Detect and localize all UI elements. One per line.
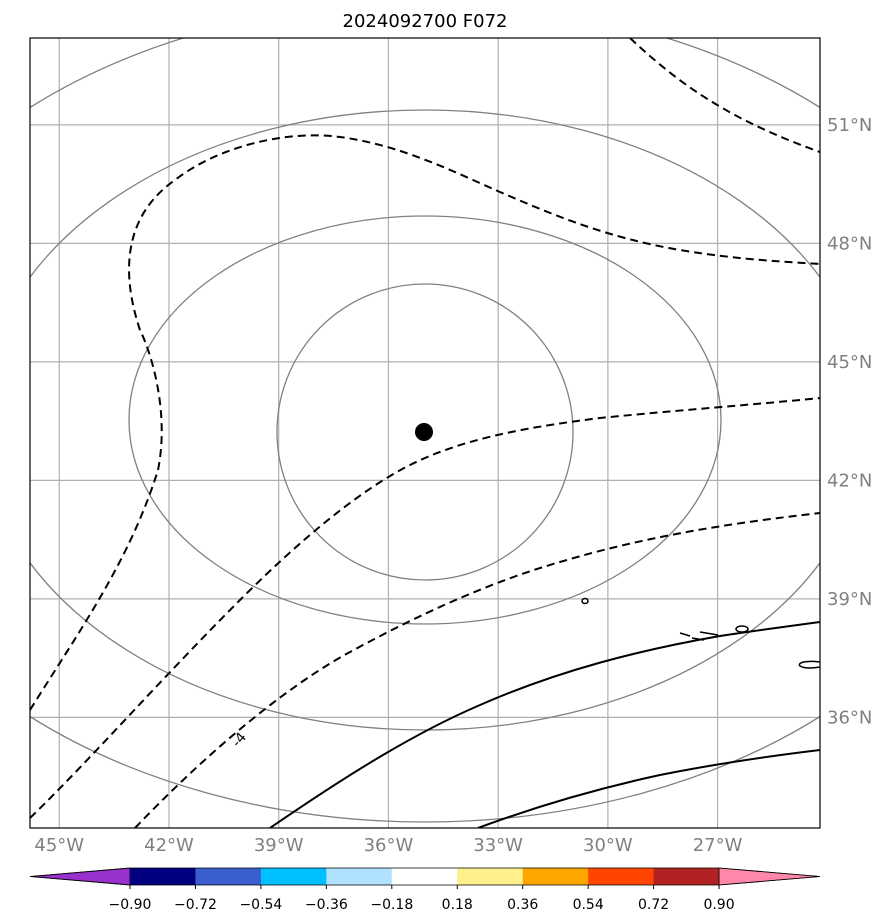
latitude-label: 42°N [827, 470, 872, 491]
pressure-contours: -4 [30, 38, 820, 828]
colorbar-segment [130, 868, 196, 885]
solid-contour-upper [269, 621, 820, 828]
colorbar-segment [391, 868, 458, 885]
small-contour-fragment [679, 631, 719, 641]
longitude-label: 30°W [583, 835, 633, 856]
colorbar-tick-label: −0.54 [239, 897, 282, 913]
colorbar-tick-label: 0.54 [573, 897, 604, 913]
dashed-contour-top-right [629, 38, 820, 153]
range-ring-4 [30, 38, 820, 823]
latitude-label: 36°N [827, 707, 872, 728]
range-ring-inner [276, 283, 574, 581]
colorbar-tick-label: −0.72 [174, 897, 217, 913]
gridlines [30, 38, 820, 828]
dashed-contour-middle [30, 397, 820, 819]
latitude-labels: 51°N 48°N 45°N 42°N 39°N 36°N [827, 115, 872, 729]
colorbar-tick-label: 0.18 [442, 897, 473, 913]
longitude-label: 45°W [34, 835, 84, 856]
colorbar-segment [195, 868, 262, 885]
colorbar-segment [326, 868, 393, 885]
colorbar-tick-label: 0.72 [638, 897, 669, 913]
map-area: -4 [29, 37, 821, 829]
colorbar-tick-label: −0.36 [305, 897, 348, 913]
longitude-label: 33°W [473, 835, 523, 856]
latitude-label: 51°N [827, 115, 872, 136]
colorbar-segment [457, 868, 524, 885]
map-clipped-content: -4 [30, 38, 820, 828]
longitude-label: 27°W [693, 835, 743, 856]
range-ring-2 [128, 215, 722, 625]
colorbar: −0.90 −0.72 −0.54 −0.36 −0.18 0.18 0.36 0.54 0.7… [29, 867, 821, 913]
colorbar-segment [260, 868, 327, 885]
longitude-label: 36°W [364, 835, 414, 856]
colorbar-tick-label: −0.18 [370, 897, 413, 913]
longitude-label: 39°W [254, 835, 304, 856]
colorbar-tick-label: 0.36 [507, 897, 538, 913]
latitude-label: 48°N [827, 233, 872, 254]
longitude-label: 42°W [144, 835, 194, 856]
colorbar-tick-label: 0.90 [703, 897, 734, 913]
map-title: 2024092700 F072 [343, 11, 508, 32]
latitude-label: 39°N [827, 589, 872, 610]
solid-contour-lower [477, 749, 820, 828]
colorbar-segment [588, 868, 655, 885]
dashed-contour-lower [134, 512, 820, 828]
colorbar-segment [653, 868, 720, 885]
colorbar-extend-high [718, 867, 821, 886]
storm-center-marker [415, 423, 433, 441]
small-contour-closed [581, 597, 589, 605]
range-rings [30, 38, 820, 823]
small-contour-closed-2 [735, 625, 749, 633]
latitude-label: 45°N [827, 352, 872, 373]
map-frame [29, 37, 821, 829]
range-ring-3 [30, 109, 820, 731]
longitude-labels: 45°W 42°W 39°W 36°W 33°W 30°W 27°W [34, 835, 742, 856]
colorbar-segment [522, 868, 589, 885]
colorbar-extend-low [29, 867, 131, 886]
small-contour-right-edge [798, 660, 820, 669]
colorbar-tick-label: −0.90 [109, 897, 152, 913]
